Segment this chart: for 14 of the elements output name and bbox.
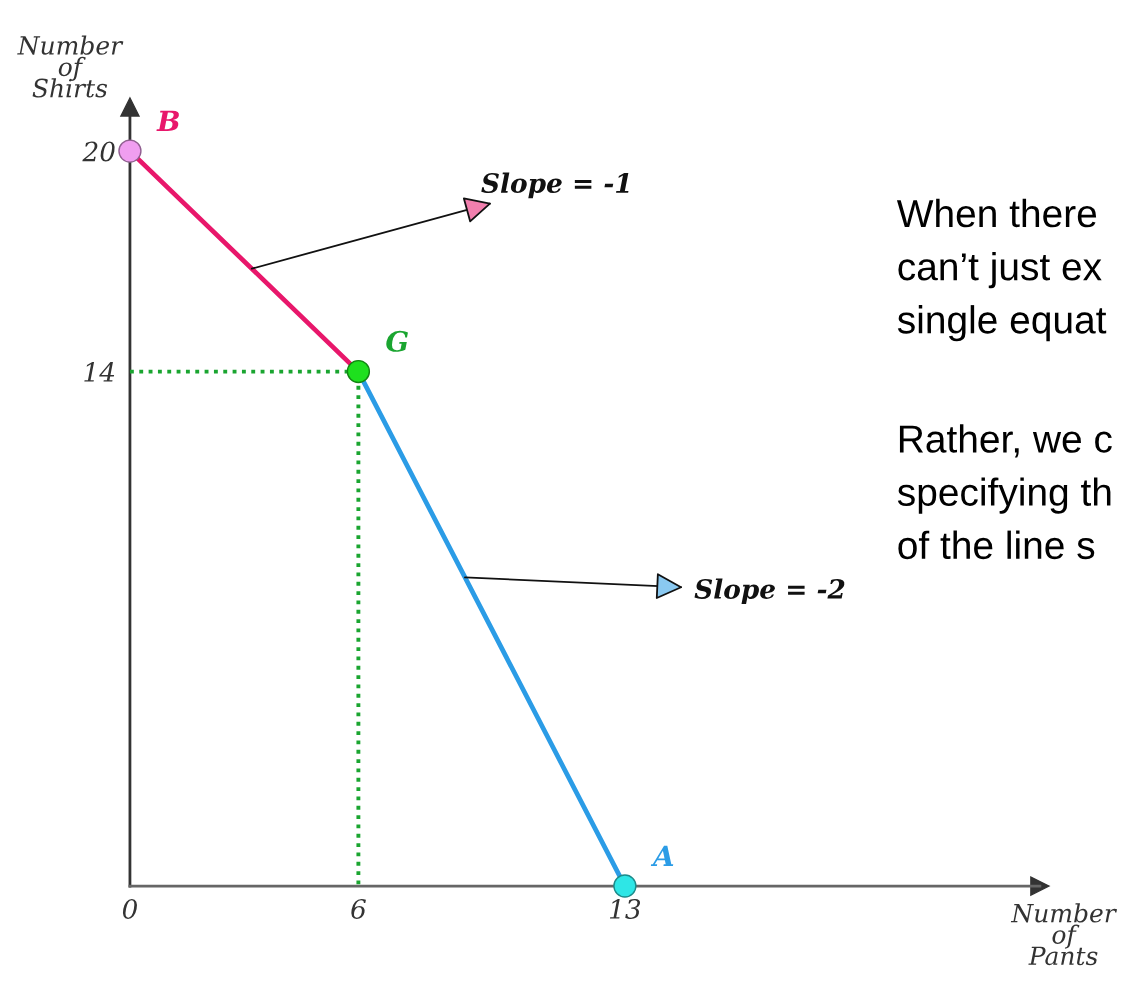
annotation: G — [386, 330, 408, 352]
annotation: Slope = -1 — [481, 172, 629, 199]
x-tick-label: 6 — [351, 899, 366, 919]
annotation: Slope = -2 — [694, 578, 845, 605]
annotation: When there can’t just ex single equat — [896, 198, 1107, 342]
x-tick-label: 0 — [122, 899, 137, 919]
x-tick-label: 13 — [609, 899, 641, 919]
y-tick-label: 14 — [84, 362, 115, 382]
y-tick-label: 20 — [82, 141, 115, 162]
annotation: Rather, we c specifying th of the line s — [897, 424, 1112, 560]
annotation: B — [156, 110, 179, 131]
annotation: A — [650, 845, 674, 866]
y-axis-title: Number of Shirts — [17, 35, 124, 98]
x-axis-title: Number of Pants — [1010, 903, 1118, 966]
